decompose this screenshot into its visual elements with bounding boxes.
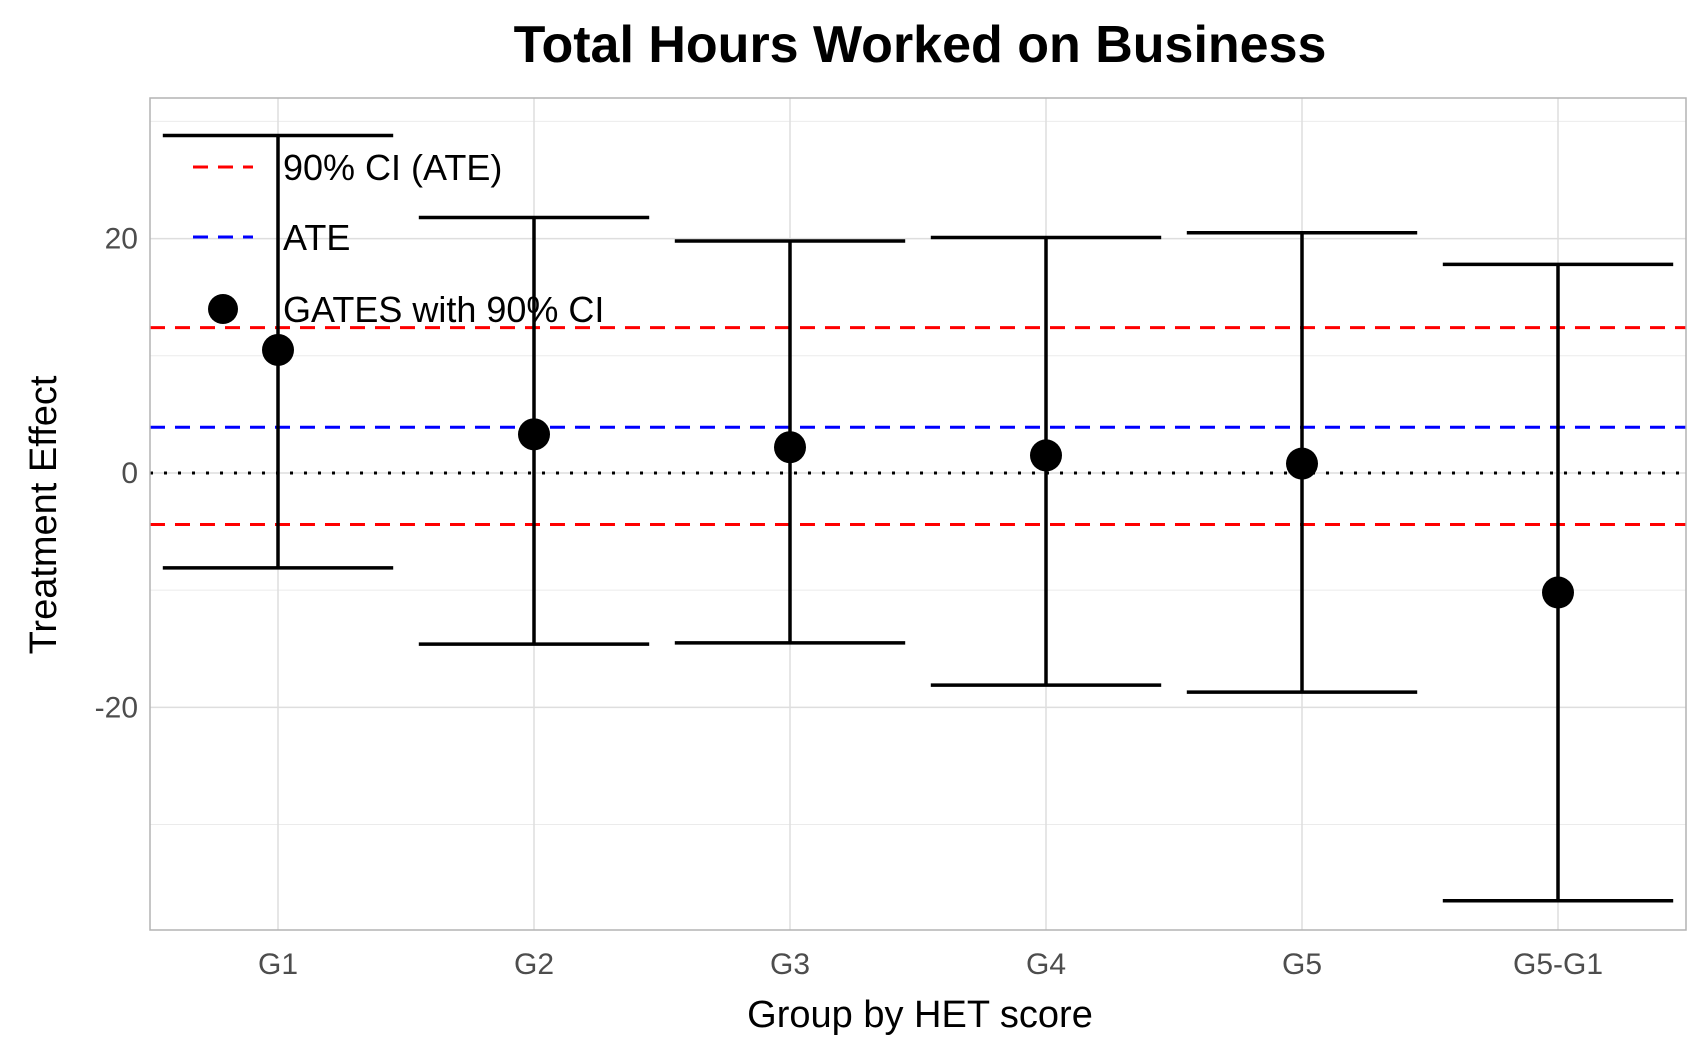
legend-swatch-gates (208, 294, 238, 324)
legend-label-ci: 90% CI (ATE) (283, 147, 502, 188)
y-tick-label: 0 (121, 457, 138, 490)
gates-point (1030, 439, 1062, 472)
reference-lines (150, 326, 1686, 527)
x-tick-label: G2 (514, 948, 554, 981)
chart-title: Total Hours Worked on Business (514, 16, 1327, 74)
y-tick-label: -20 (95, 691, 138, 724)
error-bars (162, 133, 1674, 903)
gates-point (262, 333, 294, 366)
gates-point (518, 418, 550, 451)
x-tick-label: G5 (1282, 948, 1322, 981)
x-tick-label: G3 (770, 948, 810, 981)
x-axis-ticks: G1 G2 G3 G4 G5 G5-G1 (258, 948, 1603, 981)
gates-point (1542, 576, 1574, 609)
legend-label-gates: GATES with 90% CI (283, 289, 604, 330)
y-tick-label: 20 (105, 223, 138, 256)
points (262, 333, 1574, 609)
legend: 90% CI (ATE) ATE GATES with 90% CI (193, 147, 604, 330)
x-tick-label: G4 (1026, 948, 1066, 981)
gates-point (1286, 447, 1318, 480)
panel-border (149, 97, 1687, 931)
grid (150, 98, 1686, 930)
legend-label-ate: ATE (283, 217, 350, 258)
gates-point (774, 431, 806, 464)
y-axis-ticks: 20 0 -20 (95, 223, 138, 725)
x-axis-title: Group by HET score (747, 994, 1093, 1036)
x-tick-label: G1 (258, 948, 298, 981)
y-axis-title: Treatment Effect (23, 375, 65, 654)
x-tick-label: G5-G1 (1513, 948, 1603, 981)
